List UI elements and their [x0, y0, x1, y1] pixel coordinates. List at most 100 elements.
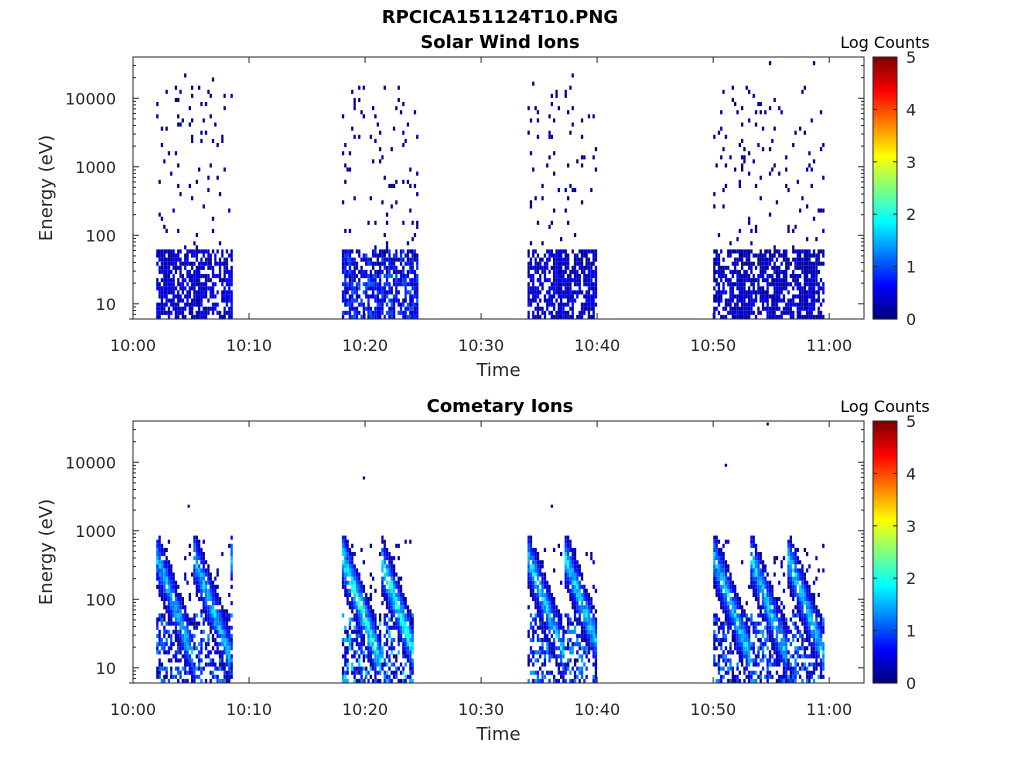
heatmap-cell	[177, 253, 180, 258]
heatmap-cell	[351, 670, 354, 675]
heatmap-cell	[365, 274, 368, 279]
heatmap-cell	[381, 560, 384, 565]
heatmap-cell	[585, 282, 588, 287]
heatmap-cell	[775, 286, 779, 291]
heatmap-cell	[200, 257, 203, 262]
heatmap-cell	[796, 306, 799, 311]
colorbar-label: Log Counts	[840, 33, 930, 52]
heatmap-cell	[580, 592, 584, 597]
heatmap-cell	[590, 282, 593, 287]
heatmap-cell	[532, 564, 535, 569]
heatmap-cell	[771, 274, 774, 279]
heatmap-cell	[355, 605, 359, 610]
heatmap-cell	[590, 625, 593, 630]
heatmap-cell	[230, 298, 233, 303]
heatmap-cell	[358, 85, 361, 90]
heatmap-cell	[587, 274, 591, 279]
heatmap-cell	[812, 294, 816, 299]
heatmap-cell	[543, 572, 547, 577]
heatmap-cell	[160, 638, 164, 643]
heatmap-cell	[803, 621, 806, 626]
heatmap-cell	[165, 560, 168, 565]
heatmap-cell	[404, 306, 407, 311]
heatmap-cell	[207, 253, 210, 258]
heatmap-cell	[731, 298, 734, 303]
heatmap-cell	[796, 560, 799, 565]
heatmap-cell	[799, 126, 802, 131]
heatmap-cell	[548, 646, 551, 651]
heatmap-cell	[787, 306, 790, 311]
heatmap-cell	[402, 249, 405, 254]
heatmap-cell	[362, 274, 365, 279]
heatmap-cell	[743, 613, 746, 618]
heatmap-cell	[223, 310, 226, 315]
heatmap-cell	[388, 597, 391, 602]
heatmap-cell	[806, 621, 809, 626]
colorbar-swatch	[873, 308, 897, 312]
heatmap-cell	[754, 568, 758, 573]
heatmap-cell	[738, 617, 741, 622]
heatmap-cell	[156, 572, 159, 577]
heatmap-cell	[344, 269, 347, 274]
heatmap-cell	[202, 560, 205, 565]
heatmap-cell	[803, 576, 806, 581]
heatmap-cell	[353, 601, 356, 606]
heatmap-cell	[184, 666, 187, 671]
heatmap-cell	[209, 163, 212, 168]
heatmap-cell	[569, 556, 572, 561]
heatmap-cell	[158, 564, 161, 569]
heatmap-cell	[594, 650, 598, 655]
heatmap-cell	[399, 302, 403, 307]
heatmap-cell	[177, 613, 180, 618]
colorbar-swatch	[873, 235, 897, 239]
heatmap-cell	[729, 580, 732, 585]
heatmap-cell	[775, 306, 779, 311]
heatmap-cell	[402, 130, 405, 135]
heatmap-cell	[198, 290, 201, 295]
heatmap-cell	[578, 261, 581, 266]
heatmap-cell	[216, 249, 219, 254]
colorbar-swatch	[873, 138, 897, 142]
heatmap-cell	[587, 294, 591, 299]
heatmap-cell	[367, 310, 370, 315]
heatmap-cell	[567, 294, 570, 299]
heatmap-cell	[160, 588, 164, 593]
heatmap-cell	[413, 282, 417, 287]
heatmap-cell	[759, 110, 762, 115]
heatmap-cell	[764, 564, 767, 569]
heatmap-cell	[402, 592, 405, 597]
heatmap-cell	[757, 306, 760, 311]
heatmap-cell	[358, 278, 361, 283]
heatmap-cell	[365, 257, 368, 262]
heatmap-cell	[715, 613, 718, 618]
heatmap-cell	[562, 274, 565, 279]
heatmap-cell	[812, 609, 816, 614]
heatmap-cell	[372, 286, 375, 291]
heatmap-cell	[541, 605, 544, 610]
heatmap-cell	[216, 678, 219, 683]
heatmap-cell	[374, 617, 377, 622]
heatmap-cell	[724, 662, 728, 667]
heatmap-cell	[388, 556, 391, 561]
heatmap-cell	[360, 588, 363, 593]
heatmap-cell	[780, 282, 783, 287]
heatmap-cell	[754, 654, 758, 659]
heatmap-cell	[720, 597, 723, 602]
heatmap-cell	[156, 278, 159, 283]
heatmap-cell	[738, 249, 741, 254]
heatmap-cell	[230, 93, 233, 98]
heatmap-cell	[383, 576, 386, 581]
heatmap-cell	[761, 605, 765, 610]
heatmap-cell	[738, 286, 741, 291]
heatmap-cell	[761, 580, 765, 585]
heatmap-cell	[348, 592, 352, 597]
heatmap-cell	[216, 666, 219, 671]
heatmap-cell	[390, 560, 393, 565]
heatmap-cell	[390, 257, 393, 262]
heatmap-cell	[390, 564, 393, 569]
heatmap-cell	[409, 617, 412, 622]
heatmap-cell	[557, 269, 560, 274]
heatmap-cell	[743, 609, 746, 614]
heatmap-cell	[787, 188, 790, 193]
heatmap-cell	[560, 662, 563, 667]
